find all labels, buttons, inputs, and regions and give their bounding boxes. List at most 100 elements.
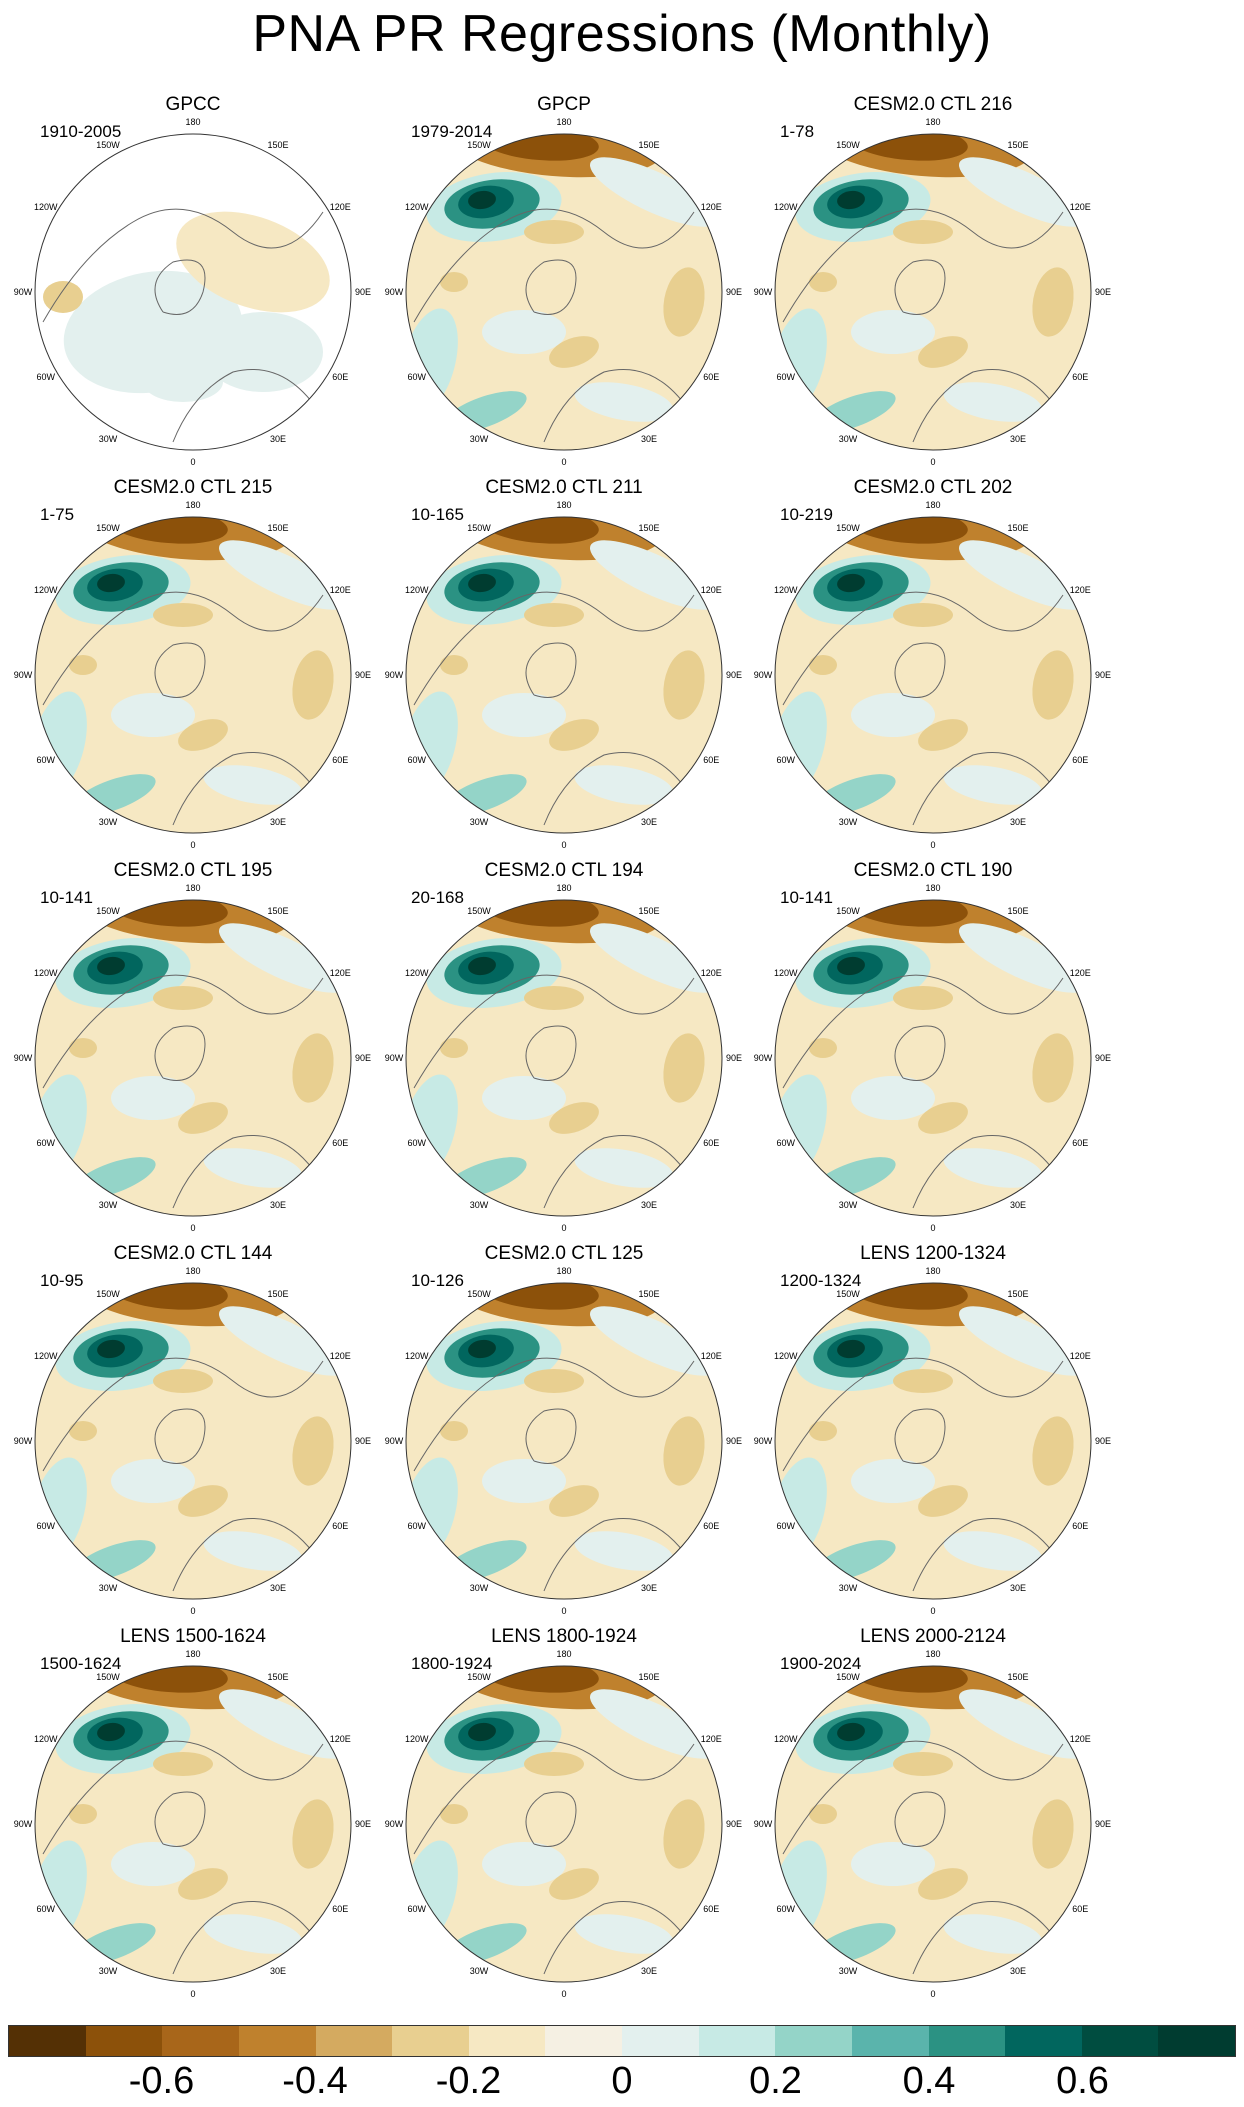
panel-period: 1500-1624 bbox=[40, 1654, 122, 1673]
positive-anomaly bbox=[218, 923, 348, 993]
longitude-label: 120E bbox=[1070, 585, 1091, 595]
negative-anomaly bbox=[549, 336, 599, 368]
negative-anomaly bbox=[69, 1421, 97, 1441]
colorbar-swatch bbox=[928, 2026, 1006, 2056]
land-anomaly bbox=[176, 211, 330, 313]
longitude-label: 180 bbox=[185, 883, 200, 893]
panel-period: 10-219 bbox=[780, 505, 833, 524]
longitude-label: 120E bbox=[1070, 1734, 1091, 1744]
panel-title: CESM2.0 CTL 194 bbox=[484, 860, 644, 881]
longitude-label: 90W bbox=[14, 1053, 33, 1063]
negative-anomaly bbox=[479, 1283, 599, 1310]
map-field bbox=[775, 1666, 1091, 1982]
longitude-label: 120E bbox=[701, 1734, 722, 1744]
positive-anomaly bbox=[837, 573, 865, 593]
panel-title: CESM2.0 CTL 216 bbox=[853, 94, 1013, 115]
longitude-label: 150E bbox=[1007, 1289, 1028, 1299]
map-border bbox=[774, 516, 1092, 834]
panel-period: 10-126 bbox=[411, 1271, 464, 1290]
longitude-label: 30E bbox=[270, 1200, 286, 1210]
colorbar-labels: -0.6 -0.4 -0.2 0 0.2 0.4 0.6 bbox=[8, 2060, 1236, 2104]
polar-map: 180 150E 120E 90E 60E 30E 0 30W 60W 90W 120W 150W bbox=[385, 1649, 742, 1999]
positive-anomaly bbox=[468, 573, 496, 593]
longitude-label: 0 bbox=[190, 1606, 195, 1616]
positive-anomaly bbox=[203, 765, 303, 805]
longitude-label: 180 bbox=[185, 117, 200, 127]
map-field bbox=[406, 1283, 722, 1599]
longitude-label: 90W bbox=[754, 1436, 773, 1446]
polar-map: 180 150E 120E 90E 60E 30E 0 30W 60W 90W 120W 150W bbox=[14, 883, 371, 1233]
map-panel: LENS 1800-1924 1800-1924 180 150E 120E 90E 60E… bbox=[379, 1626, 749, 2010]
longitude-label: 150E bbox=[267, 1289, 288, 1299]
longitude-label: 150W bbox=[96, 906, 120, 916]
longitude-label: 0 bbox=[190, 1223, 195, 1233]
negative-anomaly bbox=[524, 603, 584, 627]
negative-anomaly bbox=[524, 986, 584, 1010]
longitude-label: 120W bbox=[405, 968, 429, 978]
map-border bbox=[405, 1665, 723, 1983]
longitude-label: 60E bbox=[1072, 755, 1088, 765]
polar-map: 180 150E 120E 90E 60E 30E 0 30W 60W 90W 120W 150W bbox=[754, 1266, 1111, 1616]
positive-anomaly bbox=[574, 765, 674, 805]
positive-anomaly bbox=[468, 1339, 496, 1359]
positive-anomaly bbox=[958, 157, 1088, 227]
negative-anomaly bbox=[440, 655, 468, 675]
longitude-label: 150E bbox=[1007, 906, 1028, 916]
longitude-label: 0 bbox=[930, 1989, 935, 1999]
longitude-label: 60W bbox=[408, 372, 427, 382]
positive-anomaly bbox=[482, 1076, 566, 1120]
negative-anomaly bbox=[809, 1804, 837, 1824]
negative-anomaly bbox=[524, 1752, 584, 1776]
longitude-label: 150E bbox=[267, 140, 288, 150]
colorbar-tick-label: 0 bbox=[611, 2060, 633, 2102]
longitude-label: 150W bbox=[836, 1289, 860, 1299]
polar-map: 180 150E 120E 90E 60E 30E 0 30W 60W 90W 120W 150W bbox=[385, 500, 742, 850]
longitude-label: 150E bbox=[638, 1672, 659, 1682]
colorbar-swatch bbox=[545, 2026, 622, 2056]
longitude-label: 30E bbox=[641, 817, 657, 827]
longitude-label: 30E bbox=[641, 1200, 657, 1210]
map-panel: CESM2.0 CTL 216 1-78 180 150E 120E 90E 60E 30E 0… bbox=[748, 94, 1118, 478]
longitude-label: 0 bbox=[930, 1223, 935, 1233]
negative-anomaly bbox=[108, 1666, 228, 1693]
colorbar-tick-label: 0.4 bbox=[902, 2060, 956, 2102]
longitude-label: 0 bbox=[190, 457, 195, 467]
positive-anomaly bbox=[97, 1339, 125, 1359]
positive-anomaly bbox=[851, 1459, 935, 1503]
positive-anomaly bbox=[851, 310, 935, 354]
colorbar-swatch bbox=[1158, 2026, 1235, 2056]
longitude-label: 90E bbox=[355, 670, 371, 680]
positive-anomaly bbox=[589, 923, 719, 993]
longitude-label: 30E bbox=[641, 1583, 657, 1593]
negative-anomaly bbox=[153, 1752, 213, 1776]
longitude-label: 180 bbox=[925, 883, 940, 893]
longitude-label: 30E bbox=[641, 1966, 657, 1976]
negative-anomaly bbox=[108, 517, 228, 544]
negative-anomaly bbox=[524, 1369, 584, 1393]
map-panel: LENS 2000-2124 1900-2024 180 150E 120E 90E 60E… bbox=[748, 1626, 1118, 2010]
longitude-label: 60W bbox=[777, 372, 796, 382]
longitude-label: 60E bbox=[703, 1521, 719, 1531]
longitude-label: 120W bbox=[405, 202, 429, 212]
longitude-label: 120E bbox=[330, 585, 351, 595]
longitude-label: 150W bbox=[836, 1672, 860, 1682]
negative-anomaly bbox=[440, 1421, 468, 1441]
positive-anomaly bbox=[97, 1722, 125, 1742]
positive-anomaly bbox=[589, 1689, 719, 1759]
longitude-label: 120W bbox=[34, 1734, 58, 1744]
map-panel: CESM2.0 CTL 211 10-165 180 150E 120E 90E 60E 30… bbox=[379, 477, 749, 861]
positive-anomaly bbox=[589, 157, 719, 227]
negative-anomaly bbox=[108, 900, 228, 927]
longitude-label: 90E bbox=[726, 1819, 742, 1829]
map-border bbox=[34, 1282, 352, 1600]
panel-period: 10-165 bbox=[411, 505, 464, 524]
panel-period: 1200-1324 bbox=[780, 1271, 862, 1290]
map-panel: CESM2.0 CTL 144 10-95 180 150E 120E 90E 60E 30E… bbox=[8, 1243, 378, 1627]
map-field bbox=[406, 517, 722, 833]
positive-anomaly bbox=[218, 540, 348, 610]
negative-anomaly bbox=[893, 220, 953, 244]
positive-anomaly bbox=[837, 1339, 865, 1359]
panel-period: 1910-2005 bbox=[40, 122, 122, 141]
panel-title: LENS 1500-1624 bbox=[120, 1626, 266, 1647]
longitude-label: 60E bbox=[1072, 1138, 1088, 1148]
